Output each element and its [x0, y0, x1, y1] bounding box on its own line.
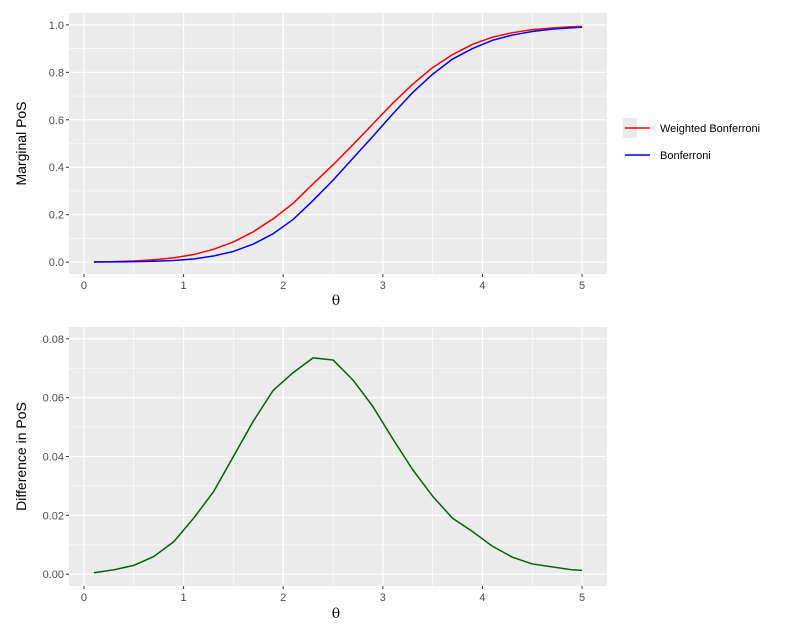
legend-label-bonferroni: Bonferroni — [660, 150, 711, 162]
y-tick-label: 0.6 — [49, 115, 64, 127]
x-tick-label: 2 — [280, 280, 286, 292]
y-tick-label: 0.2 — [49, 210, 64, 222]
bottom-x-axis-title: θ — [332, 606, 340, 622]
y-tick-label: 0.0 — [49, 257, 64, 269]
top-panel-x-ticks: 0 1 2 3 4 5 — [81, 274, 585, 292]
x-tick-label: 3 — [380, 592, 386, 604]
x-tick-label: 2 — [280, 592, 286, 604]
bottom-panel-x-ticks: 0 1 2 3 4 5 — [81, 586, 585, 604]
top-panel: 0.0 0.2 0.4 0.6 0.8 1.0 0 1 2 3 4 5 θ Marginal PoS — [13, 13, 607, 309]
series-line-weighted-bonferroni — [93, 25, 583, 263]
bottom-panel-y-ticks: 0.00 0.02 0.04 0.06 0.08 — [43, 334, 69, 581]
bottom-panel-series — [93, 357, 583, 574]
x-tick-label: 5 — [579, 280, 585, 292]
y-tick-label: 0.06 — [43, 393, 64, 405]
y-tick-label: 0.00 — [43, 569, 64, 581]
y-tick-label: 0.02 — [43, 510, 64, 522]
y-tick-label: 0.08 — [43, 334, 64, 346]
legend: Weighted Bonferroni Bonferroni — [623, 118, 760, 162]
y-tick-label: 1.0 — [49, 20, 64, 32]
top-panel-y-ticks: 0.0 0.2 0.4 0.6 0.8 1.0 — [49, 20, 69, 269]
x-tick-label: 0 — [81, 592, 87, 604]
bottom-panel: 0.00 0.02 0.04 0.06 0.08 0 1 2 3 4 5 θ Difference… — [13, 327, 607, 622]
x-tick-label: 1 — [181, 592, 187, 604]
x-tick-label: 0 — [81, 280, 87, 292]
series-line-bonferroni — [93, 26, 583, 263]
y-tick-label: 0.4 — [49, 162, 64, 174]
x-tick-label: 4 — [479, 280, 485, 292]
bottom-y-axis-title: Difference in PoS — [13, 402, 29, 511]
legend-label-weighted-bonferroni: Weighted Bonferroni — [660, 123, 760, 135]
series-line-difference — [93, 357, 583, 574]
top-panel-gridlines — [69, 13, 607, 274]
x-tick-label: 1 — [181, 280, 187, 292]
top-y-axis-title: Marginal PoS — [13, 101, 29, 185]
x-tick-label: 5 — [579, 592, 585, 604]
y-tick-label: 0.04 — [43, 452, 64, 464]
y-tick-label: 0.8 — [49, 67, 64, 79]
x-tick-label: 4 — [479, 592, 485, 604]
x-tick-label: 3 — [380, 280, 386, 292]
top-x-axis-title: θ — [332, 293, 340, 309]
top-panel-series — [93, 25, 583, 263]
bottom-panel-gridlines — [69, 327, 607, 586]
